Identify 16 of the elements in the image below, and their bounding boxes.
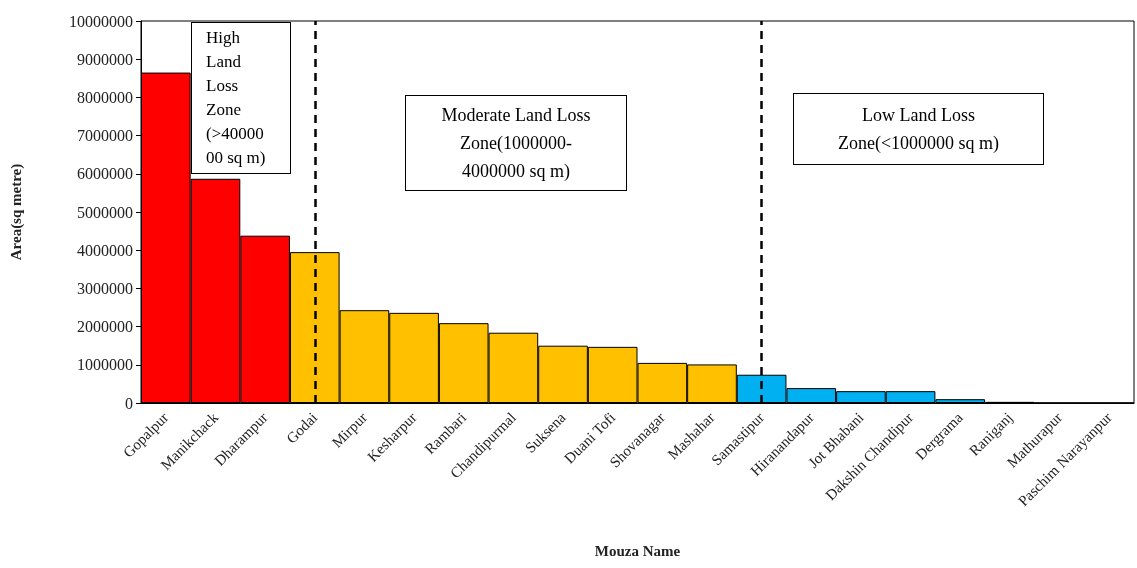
y-tick-label: 9000000 (77, 50, 133, 68)
y-tick-label: 6000000 (77, 165, 133, 183)
y-axis-title: Area(sq metre) (7, 163, 25, 261)
y-tick-label: 7000000 (77, 127, 133, 145)
y-tick-label: 5000000 (77, 203, 133, 221)
y-tick-label: 1000000 (77, 356, 133, 374)
y-tick-label: 4000000 (77, 241, 133, 259)
y-tick-label: 10000000 (69, 12, 133, 30)
y-tick-label: 0 (125, 394, 133, 412)
y-tick-label: 2000000 (77, 318, 133, 336)
text-box: High Land Loss Zone (>40000 00 sq m) (191, 22, 291, 174)
text-box: Moderate Land Loss Zone(1000000- 4000000 sq m) (405, 95, 627, 191)
y-tick-label: 3000000 (77, 279, 133, 297)
text-box: Low Land Loss Zone(<1000000 sq m) (793, 93, 1044, 165)
y-tick-label: 8000000 (77, 88, 133, 106)
x-axis-title: Mouza Name (594, 542, 681, 559)
